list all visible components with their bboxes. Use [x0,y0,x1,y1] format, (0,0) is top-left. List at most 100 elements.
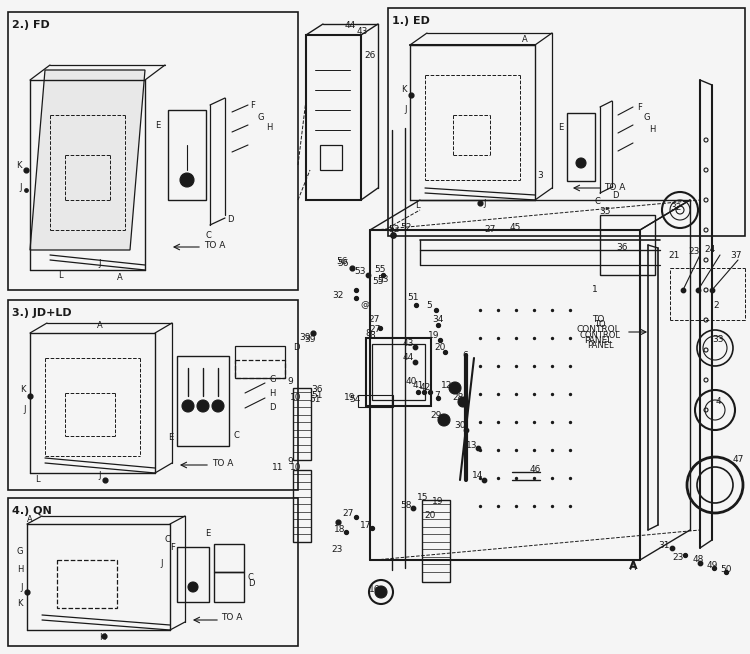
Text: A: A [117,273,123,283]
Text: J: J [404,105,407,114]
Point [418,387,430,397]
Text: 12: 12 [441,381,453,390]
Point [20,165,32,175]
Point [409,357,421,368]
Text: 46: 46 [530,466,541,475]
Text: 3: 3 [537,171,543,179]
Text: 9: 9 [287,377,292,387]
Point [362,269,374,280]
Text: 47: 47 [732,455,744,464]
Point [474,361,486,371]
Text: 4: 4 [716,398,721,407]
Point [528,473,540,483]
Text: L: L [415,201,419,209]
Text: 35: 35 [599,207,610,216]
Text: 51: 51 [309,396,321,405]
Text: K: K [17,600,23,608]
Text: 23: 23 [688,247,700,256]
Point [424,387,436,397]
Point [492,305,504,315]
Text: H: H [649,124,656,133]
Text: 29: 29 [430,411,442,421]
Text: A: A [98,322,103,330]
Text: 15: 15 [417,494,429,502]
Point [510,501,522,511]
Point [510,361,522,371]
Text: TO A: TO A [604,182,625,192]
Circle shape [576,158,586,168]
Point [407,503,419,513]
Point [377,269,389,280]
Circle shape [180,173,194,187]
Point [439,347,451,357]
Text: D: D [226,216,233,224]
Text: 32: 32 [332,290,344,300]
Text: 26: 26 [364,50,376,60]
Bar [422,500,450,582]
Text: 17: 17 [360,521,372,530]
Text: J: J [99,472,101,481]
Point [564,361,576,371]
Text: 10: 10 [290,464,302,472]
Text: L: L [58,271,62,281]
Point [510,388,522,399]
Point [564,333,576,343]
Text: G: G [643,114,650,122]
Text: 49: 49 [706,562,718,570]
Circle shape [182,400,194,412]
Point [510,305,522,315]
Text: 9: 9 [287,458,292,466]
Bar [293,470,311,542]
Text: 39: 39 [299,334,310,343]
Point [528,445,540,455]
Text: 43: 43 [356,27,368,37]
Point [546,333,558,343]
Text: 24: 24 [704,245,716,254]
Bar [320,145,342,170]
Text: 34: 34 [432,315,444,324]
Point [546,501,558,511]
Text: H: H [99,632,105,642]
Point [474,198,486,208]
Point [492,445,504,455]
Point [20,185,32,196]
Point [679,550,691,560]
Text: 8: 8 [369,330,375,339]
Point [99,475,111,485]
Text: 16: 16 [369,585,381,594]
Text: 8: 8 [365,328,370,337]
Text: E: E [558,122,563,131]
Text: 37: 37 [730,252,742,260]
Text: 33: 33 [712,336,724,345]
Point [492,473,504,483]
Text: 40: 40 [405,377,417,387]
Circle shape [188,582,198,592]
Text: 58: 58 [400,500,412,509]
Point [366,523,378,533]
Point [492,417,504,427]
Point [430,305,442,315]
Point [387,230,399,240]
Text: 54: 54 [350,396,361,405]
Point [374,323,386,334]
Text: 39: 39 [304,336,316,345]
Text: G: G [16,547,23,557]
Point [492,333,504,343]
Text: 28: 28 [452,394,464,402]
Text: 56: 56 [336,256,348,266]
Text: 51: 51 [407,294,419,303]
Text: A: A [630,564,636,572]
Bar [214,572,244,602]
Point [332,517,344,527]
Text: 23: 23 [332,545,343,555]
Text: 27: 27 [369,326,381,334]
Circle shape [449,382,461,394]
Point [666,543,678,553]
Text: 2.) FD: 2.) FD [12,20,50,30]
Circle shape [375,586,387,598]
Text: D: D [293,343,299,353]
Text: 2: 2 [713,300,718,309]
Text: C: C [248,572,254,581]
Text: 44: 44 [402,354,414,362]
Point [98,630,110,641]
